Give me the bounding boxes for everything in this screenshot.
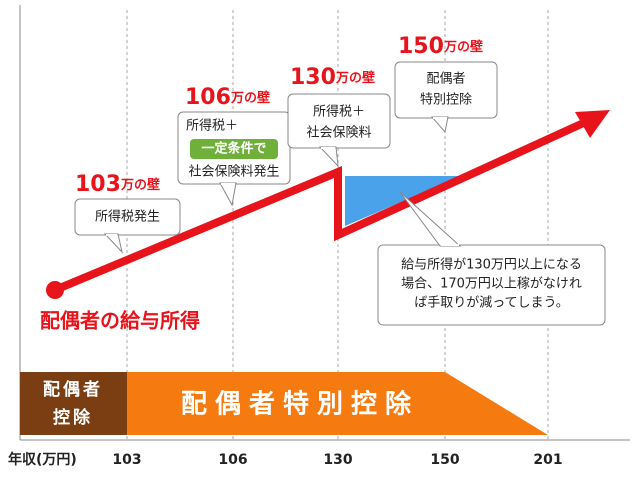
callout-tail	[103, 233, 123, 254]
tick-label: 130	[323, 452, 352, 468]
callout-box	[287, 93, 391, 149]
axis-label: 年収(万円)	[8, 451, 77, 468]
bar-text: 配偶者	[43, 379, 103, 400]
badge	[190, 139, 278, 159]
wall-suffix: 万の壁	[120, 177, 160, 193]
bar-text: 控除	[53, 407, 93, 428]
callout-box	[74, 198, 181, 236]
wall-suffix: 万の壁	[335, 70, 375, 86]
badge-text: 一定条件で	[201, 141, 266, 157]
callout-text: 所得税＋	[186, 118, 238, 134]
wall-label: 150万の壁	[398, 34, 483, 59]
bar-text: 配偶者特別控除	[181, 389, 419, 420]
callout-tail	[219, 182, 237, 207]
start-dot	[46, 281, 64, 299]
callout-box	[394, 61, 498, 119]
wall-suffix: 万の壁	[443, 39, 483, 55]
callout-text: 社会保険料	[306, 125, 371, 141]
callout-text: 社会保険料発生	[188, 164, 279, 180]
callout-text: 特別控除	[420, 93, 472, 108]
wall-label: 106万の壁	[185, 85, 270, 110]
tick-label: 106	[218, 452, 247, 468]
spousal-bar	[20, 372, 127, 435]
wall-label: 103万の壁	[75, 172, 160, 197]
callout-tail	[318, 146, 339, 168]
line-label: 配偶者の給与所得	[40, 309, 200, 333]
wall-number: 103	[75, 172, 121, 197]
wall-label: 130万の壁	[290, 65, 375, 90]
wall-suffix: 万の壁	[230, 90, 270, 106]
special-bar	[127, 372, 548, 435]
callout-text: 配偶者	[426, 72, 465, 87]
wall-number: 106	[185, 85, 231, 110]
callout-tail	[399, 191, 462, 247]
callout-text: 給与所得が130万円以上になる	[401, 257, 582, 273]
tick-label: 103	[112, 452, 141, 468]
wall-number: 150	[398, 34, 444, 59]
callout-text: 場合、170万円以上稼がなけれ	[401, 277, 582, 292]
wall-number: 130	[290, 65, 336, 90]
callout-text: ば手取りが減ってしまう。	[414, 295, 569, 311]
callout-text: 所得税発生	[95, 209, 160, 225]
tick-label: 150	[430, 452, 459, 468]
arrow-head	[575, 110, 610, 138]
income-line	[53, 116, 592, 294]
tick-label: 201	[533, 452, 562, 468]
callout-box	[377, 244, 606, 326]
callout-tail	[430, 116, 449, 134]
callout-text: 所得税＋	[313, 104, 365, 120]
